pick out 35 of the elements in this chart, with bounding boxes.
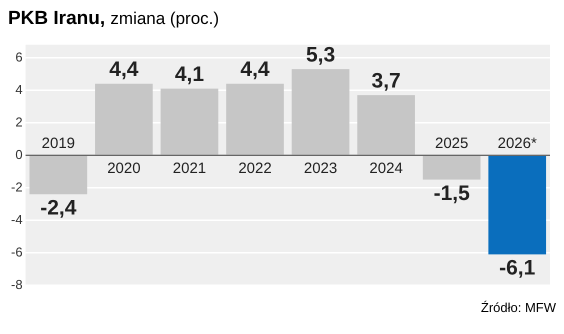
text: Źródło: MFW — [480, 300, 556, 315]
chart-subtitle: zmiana (proc.) — [110, 9, 220, 28]
bar — [488, 156, 546, 254]
x-tick-label: 2022 — [238, 160, 272, 177]
bar — [292, 69, 350, 155]
x-tick-label: 2019 — [42, 134, 76, 152]
data-label: 4,4 — [240, 58, 270, 82]
data-label: -6,1 — [499, 256, 536, 280]
bar — [357, 95, 415, 155]
chart-title: PKB Iranu, — [8, 8, 106, 29]
x-tick-label: 2023 — [304, 160, 338, 177]
bar — [29, 156, 88, 194]
x-tick-label: 2025 — [434, 134, 468, 152]
data-label: -2,4 — [40, 196, 77, 220]
x-tick-label: 2024 — [369, 160, 403, 177]
x-tick-label: 2020 — [107, 160, 141, 177]
x-tick-label: 2021 — [172, 160, 206, 177]
y-tick-label: -8 — [10, 276, 23, 292]
y-tick-label: -2 — [10, 179, 23, 194]
bar — [160, 88, 218, 155]
data-label: 3,7 — [372, 69, 401, 92]
y-tick-label: 2 — [15, 114, 23, 130]
data-label: 4,4 — [109, 58, 139, 82]
x-tick-label: 2026* — [498, 134, 537, 152]
y-tick-label: -4 — [10, 212, 23, 227]
data-label: 5,3 — [306, 43, 336, 66]
bar — [226, 84, 284, 155]
y-tick-label: -6 — [10, 244, 23, 260]
data-label: -1,5 — [434, 182, 470, 205]
bar — [422, 156, 481, 180]
data-label: 4,1 — [174, 62, 204, 86]
y-tick-label: 0 — [15, 146, 23, 162]
y-tick-label: 4 — [15, 82, 23, 97]
y-tick-label: 6 — [15, 49, 23, 64]
bar — [95, 84, 153, 155]
